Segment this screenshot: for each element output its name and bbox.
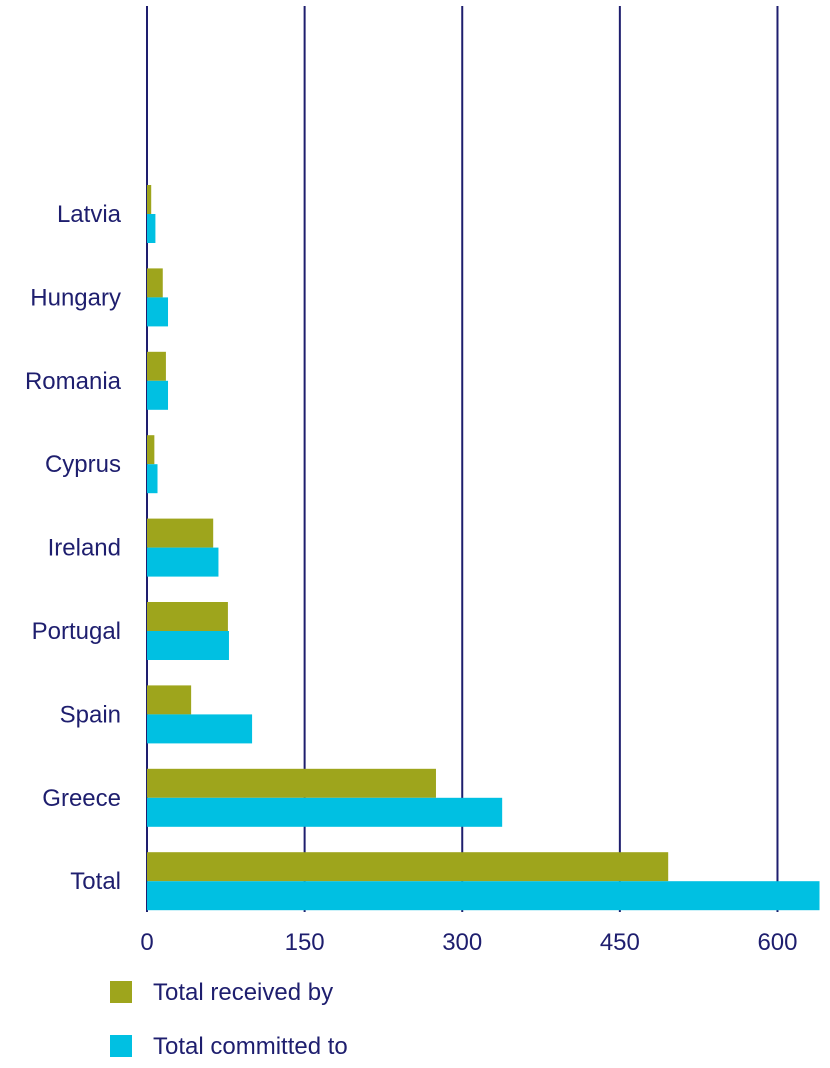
bar-ireland-received [147,518,214,548]
x-tick-label: 600 [757,929,797,956]
bar-latvia-received [147,185,152,214]
category-label-greece: Greece [42,785,121,812]
category-label-hungary: Hungary [30,284,121,311]
gridlines [146,6,779,912]
x-tick-label: 450 [600,929,640,956]
bar-hungary-committed [147,297,169,327]
legend: Total received by Total committed to [110,979,348,1060]
x-tick-label: 0 [140,929,153,956]
legend-swatch-committed [110,1035,132,1057]
legend-label-committed: Total committed to [153,1033,348,1060]
bar-latvia-committed [147,214,156,243]
category-label-cyprus: Cyprus [45,451,121,478]
bar-romania-committed [147,380,169,410]
bar-greece-committed [147,797,503,827]
x-axis-ticks: 0 150 300 450 600 [140,929,797,956]
legend-label-received: Total received by [153,979,333,1006]
bar-portugal-received [147,602,228,631]
x-tick-label: 300 [442,929,482,956]
bar-greece-received [147,768,436,798]
category-label-total: Total [70,868,121,895]
bar-total-received [147,852,669,882]
category-label-spain: Spain [60,701,121,728]
bar-romania-received [147,351,166,381]
x-tick-label: 150 [285,929,325,956]
bar-cyprus-received [147,435,155,465]
bar-cyprus-committed [147,464,158,494]
category-labels: Latvia Hungary Romania Cyprus Ireland Portuga… [25,201,122,895]
category-label-portugal: Portugal [32,618,121,645]
bar-hungary-received [147,268,163,298]
legend-swatch-received [110,981,132,1003]
bar-ireland-committed [147,547,219,577]
bar-portugal-committed [147,631,229,660]
bar-spain-committed [147,714,253,744]
category-label-ireland: Ireland [48,535,121,562]
category-label-romania: Romania [25,368,122,395]
bar-spain-received [147,685,192,715]
bar-total-committed [147,881,820,911]
bars [147,185,820,911]
category-label-latvia: Latvia [57,201,122,228]
